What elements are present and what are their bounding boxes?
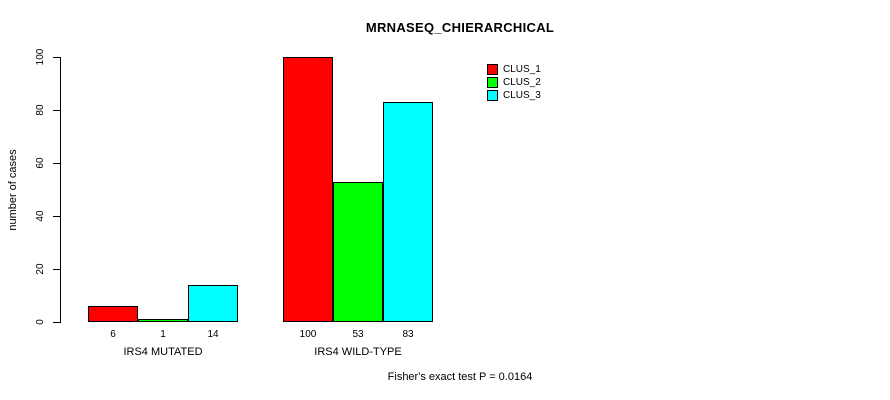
x-category-label: IRS4 WILD-TYPE <box>314 346 402 358</box>
legend-item: CLUS_1 <box>487 63 541 76</box>
legend-swatch-icon <box>487 64 498 75</box>
bar-value-label: 6 <box>110 329 116 340</box>
y-axis-tick-label: 60 <box>34 157 46 169</box>
bar-value-label: 83 <box>402 329 414 340</box>
bar-clus_1-1 <box>88 306 138 322</box>
y-axis-tick <box>53 216 60 217</box>
y-axis-tick <box>53 110 60 111</box>
y-axis-tick-label: 80 <box>34 104 46 116</box>
y-axis-tick-label: 40 <box>34 210 46 222</box>
bar-value-label: 1 <box>160 329 166 340</box>
y-axis-tick-label: 0 <box>34 319 46 325</box>
legend-label: CLUS_2 <box>503 77 541 88</box>
y-axis-tick <box>53 322 60 323</box>
chart-title: MRNASEQ_CHIERARCHICAL <box>365 20 555 35</box>
y-axis-label: number of cases <box>7 149 19 231</box>
y-axis-tick <box>53 57 60 58</box>
bar-value-label: 100 <box>299 329 317 340</box>
legend-label: CLUS_3 <box>503 90 541 101</box>
y-axis-tick-label: 20 <box>34 263 46 275</box>
bar-value-label: 53 <box>352 329 364 340</box>
y-axis-line <box>60 57 61 323</box>
y-axis-tick-label: 100 <box>34 48 46 66</box>
x-category-label: IRS4 MUTATED <box>123 346 203 358</box>
bar-value-label: 14 <box>207 329 219 340</box>
bar-clus_3-1 <box>188 284 238 322</box>
legend-item: CLUS_2 <box>487 76 541 89</box>
y-axis-tick <box>53 269 60 270</box>
legend: CLUS_1 CLUS_2 CLUS_3 <box>487 63 541 102</box>
legend-swatch-icon <box>487 77 498 88</box>
legend-item: CLUS_3 <box>487 89 541 102</box>
legend-label: CLUS_1 <box>503 64 541 75</box>
bar-clus_2-2 <box>333 181 383 322</box>
bar-clus_1-2 <box>283 57 333 322</box>
annotation-text: Fisher's exact test P = 0.0164 <box>387 371 533 383</box>
bar-clus_3-2 <box>383 102 433 322</box>
legend-swatch-icon <box>487 90 498 101</box>
bar-clus_2-1 <box>138 319 188 322</box>
y-axis-tick <box>53 163 60 164</box>
